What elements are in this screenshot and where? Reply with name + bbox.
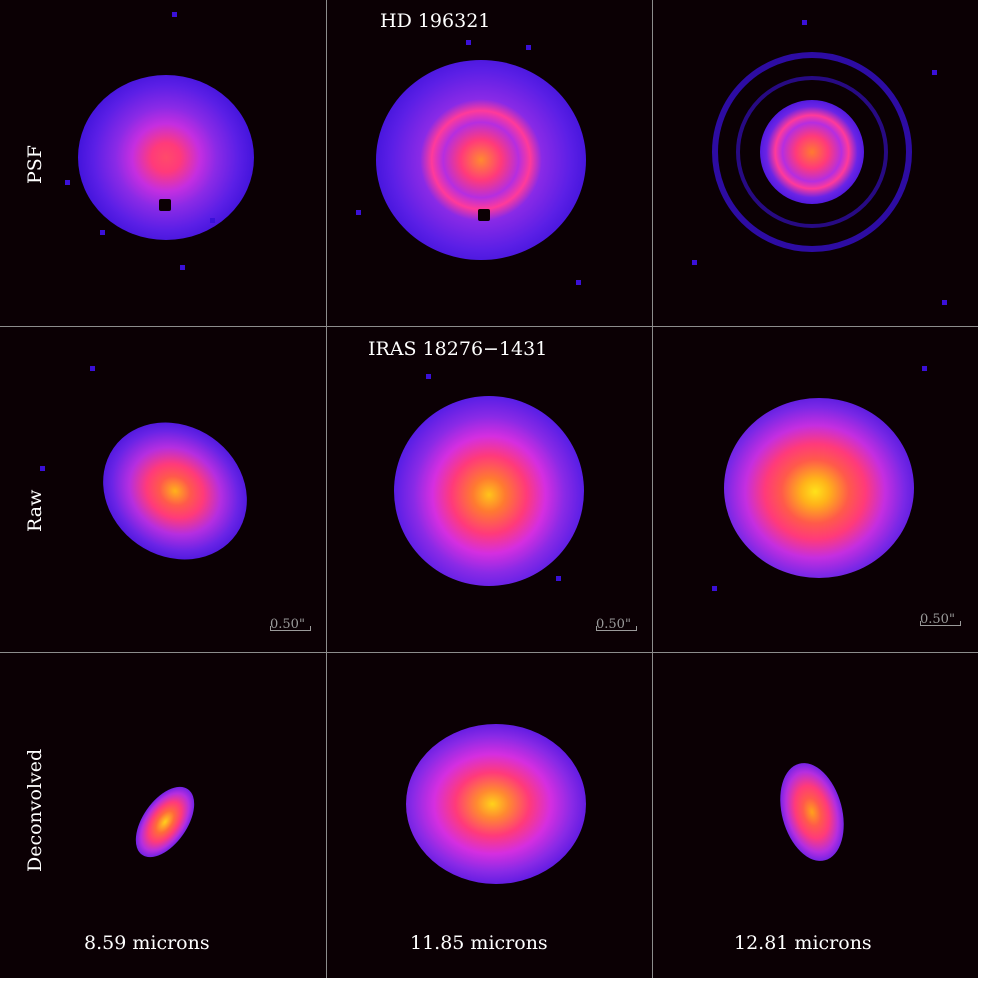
panel-deconvolved-11.85 [326, 652, 652, 978]
psf-target-title: HD 196321 [380, 10, 491, 32]
panel-deconvolved-12.81 [652, 652, 978, 978]
panel-deconvolved-8.59 [0, 652, 326, 978]
column-label-11.85: 11.85 microns [410, 932, 548, 954]
panel-psf-12.81 [652, 0, 978, 326]
grid-divider-horizontal [0, 326, 978, 327]
grid-divider-horizontal [0, 652, 978, 653]
grid-divider-vertical [326, 0, 327, 978]
panel-raw-11.85 [326, 326, 652, 652]
column-label-8.59: 8.59 microns [84, 932, 210, 954]
panel-raw-8.59 [0, 326, 326, 652]
row-label-psf: PSF [24, 145, 46, 184]
raw-target-title: IRAS 18276−1431 [368, 338, 548, 360]
panel-psf-11.85 [326, 0, 652, 326]
column-label-12.81: 12.81 microns [734, 932, 872, 954]
scale-bar: 0.50" [920, 612, 961, 627]
scale-bar: 0.50" [270, 617, 311, 632]
scale-bar-label: 0.50" [596, 617, 631, 632]
row-label-raw: Raw [24, 489, 46, 532]
scale-bar: 0.50" [596, 617, 637, 632]
scale-bar-label: 0.50" [920, 612, 955, 627]
scale-bar-label: 0.50" [270, 617, 305, 632]
panel-raw-12.81 [652, 326, 978, 652]
grid-divider-vertical [652, 0, 653, 978]
panel-psf-8.59 [0, 0, 326, 326]
row-label-deconvolved: Deconvolved [24, 748, 46, 872]
